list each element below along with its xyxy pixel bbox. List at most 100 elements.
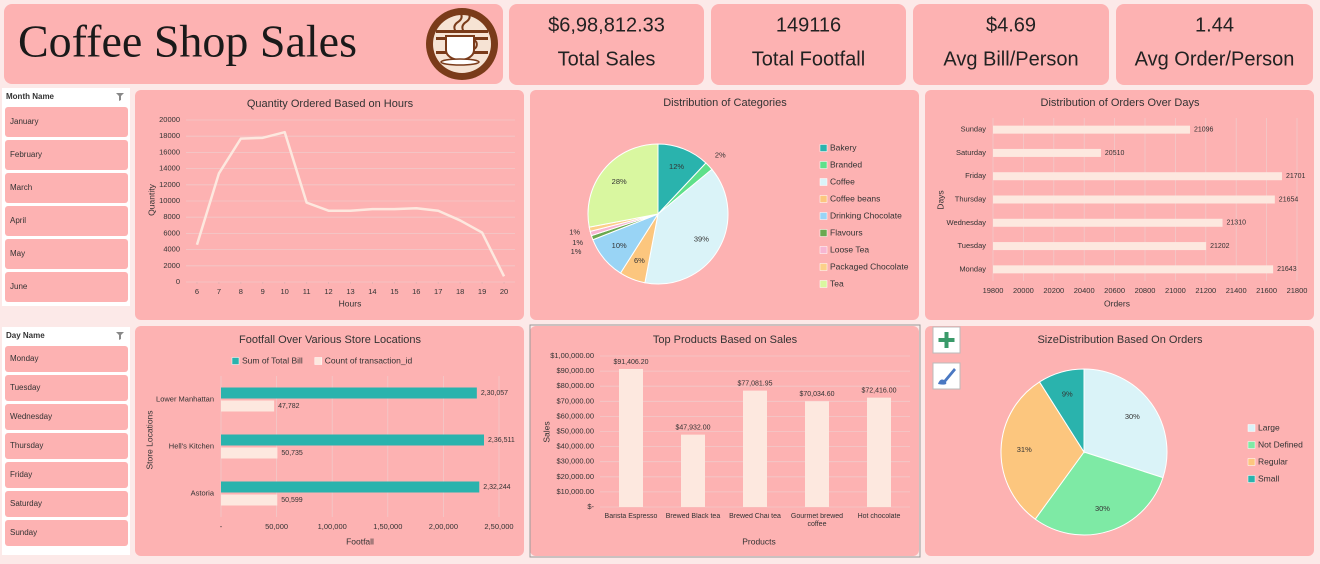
coffee-icon bbox=[426, 8, 498, 80]
y-tick-label: $90,000.00 bbox=[556, 366, 594, 375]
slicer-title: Month Name bbox=[6, 92, 55, 101]
bar bbox=[681, 434, 705, 507]
legend-label: Sum of Total Bill bbox=[242, 355, 303, 365]
x-tick-label: Brewed Chai tea bbox=[729, 513, 781, 520]
chart-title: Distribution of Orders Over Days bbox=[1041, 97, 1200, 109]
y-tick-label: $30,000.00 bbox=[556, 457, 594, 466]
slicer-item-label: Saturday bbox=[10, 499, 42, 508]
data-label: 21701 bbox=[1286, 173, 1306, 180]
header-panel bbox=[4, 4, 503, 84]
x-tick-label: 21600 bbox=[1256, 286, 1277, 295]
legend-label: Loose Tea bbox=[830, 244, 869, 254]
data-label: 2,36,511 bbox=[488, 437, 515, 444]
y-tick-label: 10000 bbox=[159, 196, 180, 205]
legend-label: Small bbox=[1258, 473, 1279, 483]
x-tick-label: - bbox=[220, 522, 223, 531]
y-tick-label: 0 bbox=[176, 277, 180, 286]
data-label: 1% bbox=[571, 247, 582, 256]
slicer-clear-filter[interactable] bbox=[116, 93, 124, 101]
slicer-item-button[interactable] bbox=[5, 462, 128, 488]
bar bbox=[221, 434, 485, 446]
x-tick-label: 21400 bbox=[1226, 286, 1247, 295]
slicer-item-label: February bbox=[10, 150, 42, 159]
kpi-label: Avg Bill/Person bbox=[943, 48, 1078, 70]
x-tick-label-box: Brewed Black tea bbox=[666, 513, 720, 520]
slicer-item-button[interactable] bbox=[5, 491, 128, 517]
slicer-item-button[interactable] bbox=[5, 140, 128, 170]
x-tick-label-box: Brewed Chai tea bbox=[729, 513, 781, 520]
legend-swatch bbox=[1247, 475, 1256, 483]
data-label: 50,735 bbox=[281, 450, 303, 457]
slicer-item-button[interactable] bbox=[5, 346, 128, 372]
legend-swatch bbox=[231, 357, 240, 365]
legend-label: Not Defined bbox=[1258, 439, 1303, 449]
legend-swatch bbox=[819, 212, 828, 220]
add-element-button[interactable] bbox=[932, 326, 961, 354]
slicer-item-button[interactable] bbox=[5, 520, 128, 546]
slicer-title: Day Name bbox=[6, 331, 45, 340]
slicer-item-button[interactable] bbox=[5, 375, 128, 401]
y-tick-label: Lower Manhattan bbox=[156, 394, 214, 403]
y-tick-label: 12000 bbox=[159, 180, 180, 189]
data-label: 21310 bbox=[1227, 220, 1247, 227]
y-tick-label: 16000 bbox=[159, 147, 180, 156]
legend-label: Large bbox=[1258, 422, 1280, 432]
x-tick-label: 50,000 bbox=[265, 522, 288, 531]
x-tick-label: 9 bbox=[261, 287, 265, 296]
style-button[interactable] bbox=[932, 362, 961, 390]
x-tick-label: 19 bbox=[478, 287, 486, 296]
y-tick-label: $60,000.00 bbox=[556, 411, 594, 420]
x-tick-label: 2,00,000 bbox=[429, 522, 458, 531]
chart-tool-buttons bbox=[932, 326, 961, 390]
kpi-value: $6,98,812.33 bbox=[548, 14, 665, 36]
bar bbox=[619, 368, 643, 507]
x-tick-label: 20000 bbox=[1013, 286, 1034, 295]
y-tick-label: $70,000.00 bbox=[556, 396, 594, 405]
kpi-card bbox=[711, 4, 906, 85]
data-label: $72,416.00 bbox=[861, 387, 896, 394]
x-axis-title: Footfall bbox=[346, 536, 374, 546]
y-tick-label: 4000 bbox=[163, 245, 180, 254]
slicer-item-label: Wednesday bbox=[10, 412, 52, 421]
kpi-label: Total Sales bbox=[558, 48, 656, 70]
slicer-item-button[interactable] bbox=[5, 404, 128, 430]
y-axis-title: Days bbox=[935, 190, 945, 209]
kpi-card bbox=[509, 4, 704, 85]
slicer-item-button[interactable] bbox=[5, 107, 128, 137]
x-tick-label: 16 bbox=[412, 287, 420, 296]
legend-swatch bbox=[819, 161, 828, 169]
selection-frame bbox=[529, 324, 921, 558]
x-tick-label: 21000 bbox=[1165, 286, 1186, 295]
slicer-item-label: March bbox=[10, 183, 32, 192]
slicer-item-button[interactable] bbox=[5, 433, 128, 459]
legend-label: Coffee bbox=[830, 176, 855, 186]
slicer-item-button[interactable] bbox=[5, 272, 128, 302]
y-tick-label: 20000 bbox=[159, 115, 180, 124]
y-tick-label: $80,000.00 bbox=[556, 381, 594, 390]
data-label: 2,32,244 bbox=[483, 484, 510, 491]
y-tick-label: Astoria bbox=[191, 488, 215, 497]
bar bbox=[805, 401, 829, 507]
data-label: 30% bbox=[1095, 504, 1110, 513]
legend-label: Coffee beans bbox=[830, 193, 880, 203]
data-label: 6% bbox=[634, 256, 645, 265]
legend-label: Tea bbox=[830, 278, 844, 288]
bar bbox=[867, 397, 891, 507]
slicer-item-button[interactable] bbox=[5, 173, 128, 203]
y-tick-label: $10,000.00 bbox=[556, 487, 594, 496]
y-tick-label: Thursday bbox=[955, 194, 987, 203]
slicer-item-button[interactable] bbox=[5, 239, 128, 269]
data-label: 2,30,057 bbox=[481, 390, 508, 397]
y-axis-title: Store Locations bbox=[144, 410, 154, 469]
data-label: $70,034.60 bbox=[799, 391, 834, 398]
x-axis-title: Orders bbox=[1104, 298, 1130, 308]
y-axis-title: Sales bbox=[541, 421, 551, 442]
x-tick-label: 1,00,000 bbox=[318, 522, 347, 531]
bar bbox=[743, 390, 767, 507]
x-tick-label-box: Gourmet brewed coffee bbox=[791, 513, 843, 528]
bar bbox=[221, 387, 477, 399]
bar bbox=[221, 494, 278, 506]
x-tick-label: 21800 bbox=[1287, 286, 1308, 295]
slicer-item-button[interactable] bbox=[5, 206, 128, 236]
slicer-clear-filter[interactable] bbox=[116, 332, 124, 340]
